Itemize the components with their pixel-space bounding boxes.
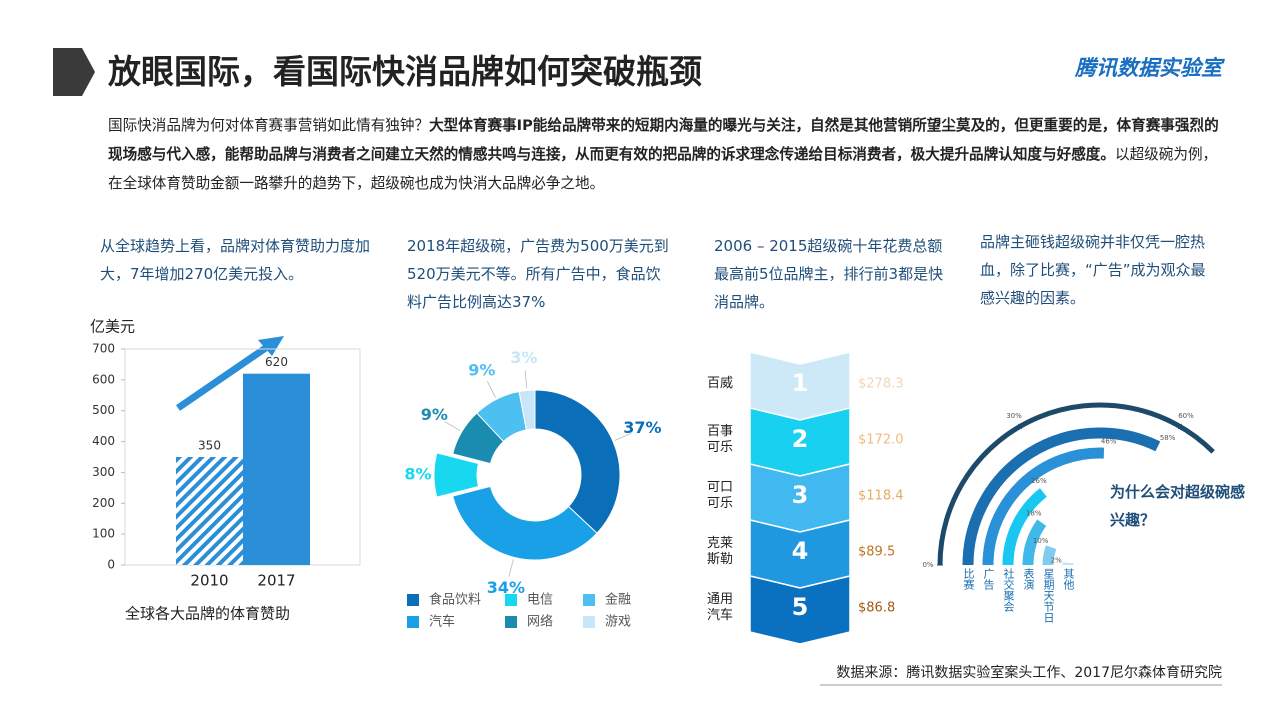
y-tick-label: 600 [92,372,115,386]
y-axis-label: 亿美元 [90,318,135,336]
y-tick-label: 300 [92,465,115,479]
y-tick-label: 0 [107,558,115,572]
bar [243,373,310,565]
category-label: 星期天节日 [1042,568,1055,623]
value-label: 9% [421,405,448,424]
source: 数据来源：腾讯数据实验室案头工作、2017尼尔森体育研究院 [836,665,1222,681]
x-tick-label: 2010 [190,572,228,590]
bar [176,457,243,565]
radial-bar [962,427,1161,566]
legend-label: 电信 [527,593,553,608]
brand-name: 克莱斯勒 [707,536,734,567]
y-tick-label: 500 [92,403,115,417]
intro-segment: 国际快消品牌为何对体育赛事营销如此情有独钟？ [108,117,430,134]
value-label: 26% [1031,477,1047,485]
donut-segment [452,485,598,561]
legend-label: 游戏 [605,615,631,630]
brand: 腾讯数据实验室 [1075,56,1222,80]
legend-label: 食品饮料 [429,592,481,608]
y-tick-label: 700 [92,342,115,356]
value-label: 46% [1101,437,1117,445]
legend-label: 金融 [605,592,631,608]
intro-segment: 以超级碗为例，在全球体育赞助金额一路攀升的趋势下，超级碗也成为快消大品牌必争之地… [108,146,1218,192]
category-label: 表演 [1022,568,1035,590]
y-tick-label: 100 [92,527,115,541]
value-label: $278.3 [858,377,904,392]
x-tick-label: 2017 [257,572,295,590]
brand-name: 百威 [707,376,734,391]
legend-swatch [407,594,419,606]
legend-label: 汽车 [429,614,455,630]
value-label: 58% [1160,434,1176,442]
radial-bar [1042,545,1057,566]
category-label: 其他 [1062,568,1075,590]
caption: 品牌主砸钱超级碗并非仅凭一腔热血，除了比赛，“广告”成为观众最感兴趣的因素。 [980,233,1206,307]
legend-swatch [407,616,419,628]
category-label: 广告 [982,568,995,590]
legend-swatch [583,616,595,628]
trend-arrow [176,342,272,411]
tick-label: 60% [1178,412,1194,420]
intro-segment: 大型体育赛事IP能给品牌带来的短期内海量的曝光与关注，自然是其他营销所望尘莫及的… [108,117,1219,163]
tick-label: 0% [922,561,933,569]
tick-mark [1018,423,1022,430]
intro: 国际快消品牌为何对体育赛事营销如此情有独钟？大型体育赛事IP能给品牌带来的短期内… [108,111,1228,198]
donut-segment [518,389,536,431]
rank-number: 1 [792,369,809,397]
value-label: 350 [198,439,221,453]
header-icon [53,48,95,96]
leader-line [444,421,461,432]
legend-swatch [583,594,595,606]
value-label: $89.5 [858,545,895,560]
value-label: 620 [265,355,288,369]
chart-caption: 全球各大品牌的体育赞助 [125,605,290,623]
value-label: 9% [468,360,495,379]
category-label: 比赛 [962,568,975,590]
tick-mark [1178,423,1182,430]
trend-arrow-head [258,336,284,356]
leader-line [614,432,632,441]
annotation: 为什么会对超级碗感兴趣？ [1110,483,1246,529]
radial-bar [982,447,1105,566]
donut-segment [433,452,480,498]
rank-number: 3 [792,481,809,509]
caption: 2018年超级碗，广告费为500万美元到520万美元不等。所有广告中，食品饮料广… [407,237,669,311]
value-label: 18% [1026,509,1042,517]
y-tick-label: 400 [92,434,115,448]
legend-label: 网络 [527,614,553,630]
value-label: 3% [510,348,537,367]
value-label: 2% [1051,556,1062,564]
legend-swatch [505,616,517,628]
value-label: 34% [487,578,525,597]
brand-name: 可口可乐 [707,480,734,511]
radial-bar [1022,519,1047,566]
brand-name: 百事可乐 [707,424,734,455]
y-tick-label: 200 [92,496,115,510]
caption: 从全球趋势上看，品牌对体育赞助力度加大，7年增加270亿美元投入。 [100,237,371,283]
category-label: 社交聚会 [1002,568,1015,612]
rank-number: 4 [792,537,809,565]
legend-swatch [505,594,517,606]
leader-line [486,381,496,398]
value-label: $118.4 [858,489,904,504]
leader-line [508,559,514,577]
radial-bar [1002,488,1047,566]
brand-name: 通用汽车 [707,592,734,623]
caption: 2006 – 2015超级碗十年花费总额最高前5位品牌主，排行前3都是快消品牌。 [714,237,944,311]
rank-chevron [749,575,851,645]
value-label: 37% [623,418,661,437]
title: 放眼国际，看国际快消品牌如何突破瓶颈 [108,52,702,91]
axis-arc [937,402,1215,566]
tick-label: 30% [1006,412,1022,420]
value-label: 8% [404,465,431,484]
value-label: $172.0 [858,433,904,448]
rank-number: 2 [792,425,809,453]
rank-number: 5 [792,593,809,621]
value-label: $86.8 [858,601,895,616]
donut-segment [534,389,621,534]
value-label: 10% [1033,537,1049,545]
leader-line [524,370,528,389]
